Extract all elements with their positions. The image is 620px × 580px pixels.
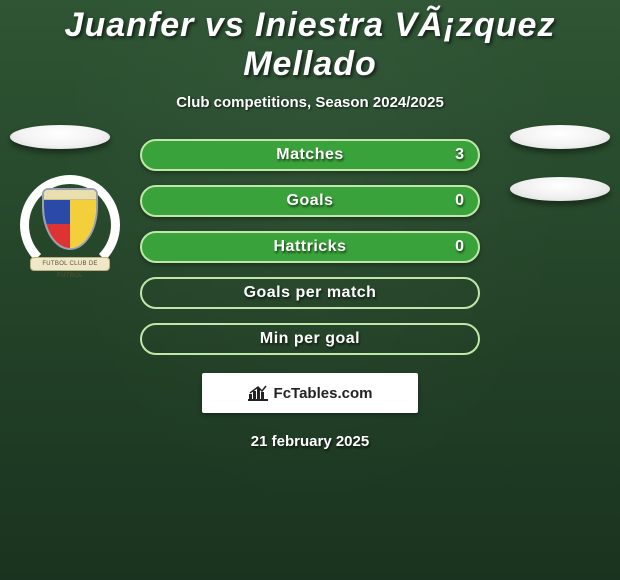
stat-value: 3	[455, 146, 464, 164]
stat-label: Min per goal	[260, 330, 360, 348]
stat-label: Hattricks	[274, 238, 347, 256]
player-slot-left-1	[10, 125, 110, 149]
footer-date: 21 february 2025	[0, 433, 620, 450]
stat-label: Goals per match	[244, 284, 377, 302]
subtitle: Club competitions, Season 2024/2025	[0, 94, 620, 111]
stat-value: 0	[455, 238, 464, 256]
page-title: Juanfer vs Iniestra VÃ¡zquez Mellado	[0, 0, 620, 84]
stat-row-goals: Goals 0	[140, 185, 480, 217]
stat-label: Matches	[276, 146, 344, 164]
chart-icon	[248, 385, 268, 401]
stat-row-matches: Matches 3	[140, 139, 480, 171]
branding-box[interactable]: FcTables.com	[202, 373, 418, 413]
branding-text: FcTables.com	[274, 385, 373, 402]
stat-value: 0	[455, 192, 464, 210]
badge-ribbon: FUTBOL CLUB DE FUTBOL	[30, 257, 110, 271]
stat-label: Goals	[287, 192, 334, 210]
player-slot-right-1	[510, 125, 610, 149]
player-slot-right-2	[510, 177, 610, 201]
stat-row-min-per-goal: Min per goal	[140, 323, 480, 355]
stat-row-goals-per-match: Goals per match	[140, 277, 480, 309]
club-badge: Sta. COLOMA FUTBOL CLUB DE FUTBOL	[20, 175, 120, 265]
stat-row-hattricks: Hattricks 0	[140, 231, 480, 263]
